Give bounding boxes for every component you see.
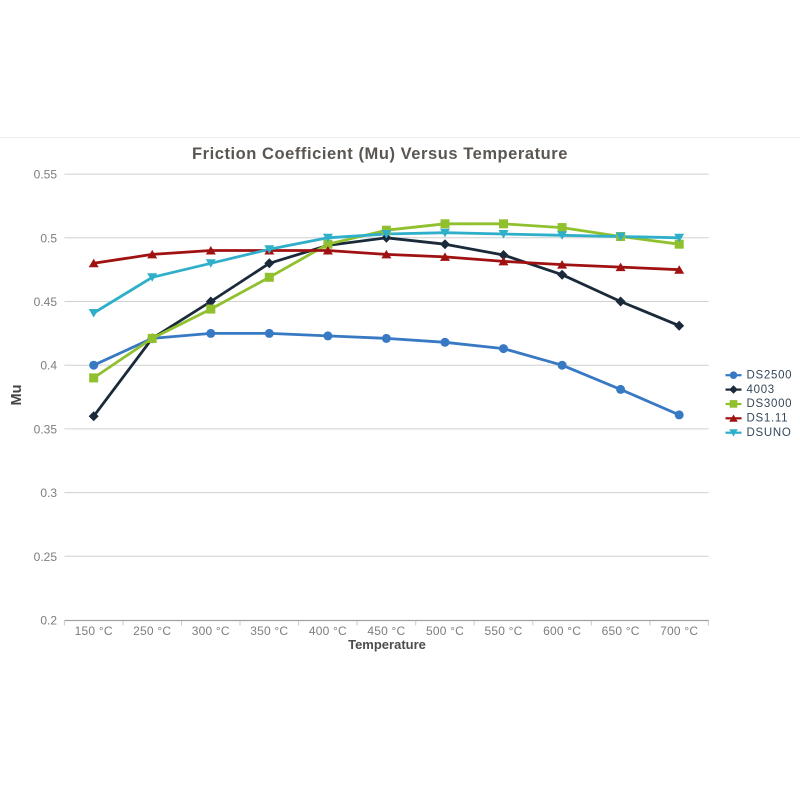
svg-text:DS2500: DS2500 xyxy=(747,369,793,381)
svg-text:0.4: 0.4 xyxy=(40,359,57,373)
svg-text:0.5: 0.5 xyxy=(40,231,57,245)
svg-text:0.55: 0.55 xyxy=(34,168,58,182)
svg-text:4003: 4003 xyxy=(747,384,775,396)
svg-text:0.2: 0.2 xyxy=(40,614,57,628)
svg-text:500 °C: 500 °C xyxy=(426,624,464,638)
svg-text:650 °C: 650 °C xyxy=(602,624,640,638)
svg-text:250 °C: 250 °C xyxy=(133,624,171,638)
svg-text:DSUNO: DSUNO xyxy=(747,427,792,439)
svg-text:DS1.11: DS1.11 xyxy=(747,413,789,425)
svg-text:Mu: Mu xyxy=(9,385,25,406)
svg-text:Temperature: Temperature xyxy=(348,637,426,652)
svg-text:300 °C: 300 °C xyxy=(192,624,230,638)
svg-text:0.25: 0.25 xyxy=(34,550,58,564)
svg-text:700 °C: 700 °C xyxy=(660,624,698,638)
svg-text:0.3: 0.3 xyxy=(40,486,57,500)
svg-text:150 °C: 150 °C xyxy=(75,624,113,638)
svg-text:DS3000: DS3000 xyxy=(747,398,793,410)
svg-text:450 °C: 450 °C xyxy=(367,624,405,638)
svg-text:0.45: 0.45 xyxy=(34,295,58,309)
svg-text:600 °C: 600 °C xyxy=(543,624,581,638)
svg-text:350 °C: 350 °C xyxy=(250,624,288,638)
svg-text:550 °C: 550 °C xyxy=(484,624,522,638)
svg-text:400 °C: 400 °C xyxy=(309,624,347,638)
svg-text:Friction Coefficient (Mu) Vers: Friction Coefficient (Mu) Versus Tempera… xyxy=(192,145,568,163)
svg-text:0.35: 0.35 xyxy=(34,422,58,436)
